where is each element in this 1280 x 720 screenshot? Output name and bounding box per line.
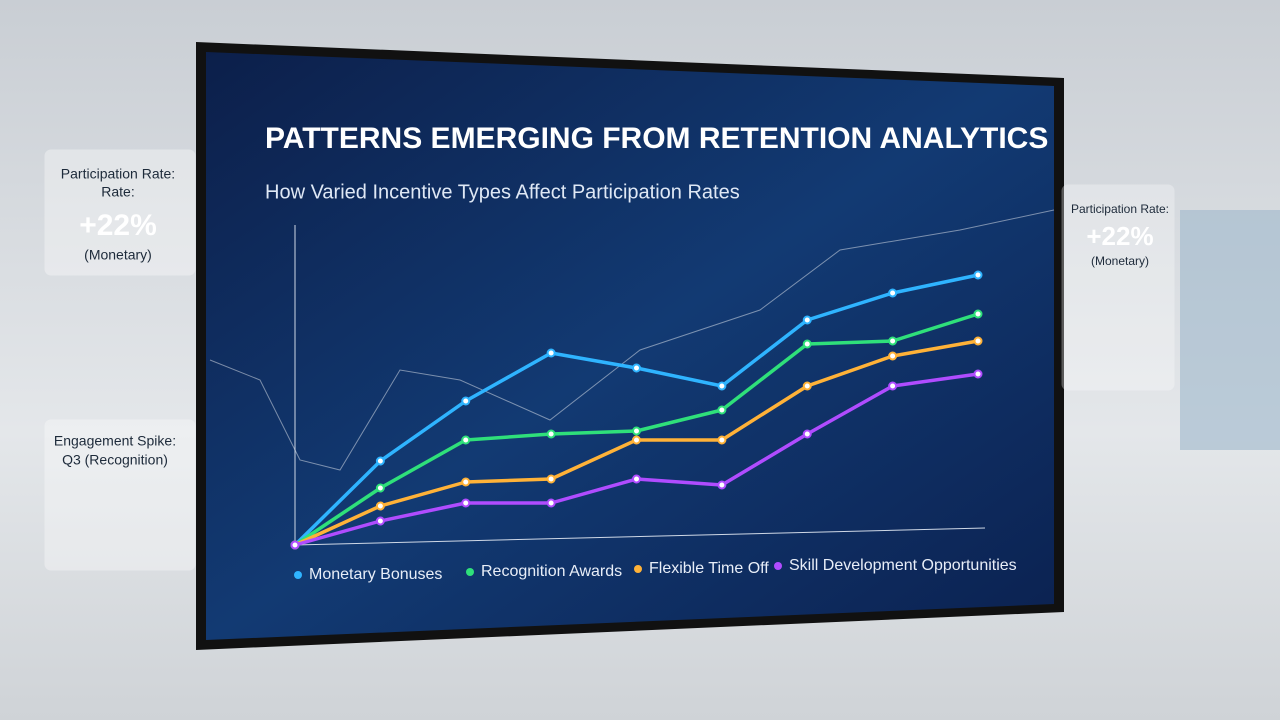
data-point xyxy=(632,363,641,373)
data-point xyxy=(461,498,471,508)
data-point xyxy=(888,288,898,298)
data-point xyxy=(717,435,727,445)
panel xyxy=(1061,184,1175,391)
chart-subtitle: How Varied Incentive Types Affect Partic… xyxy=(265,181,740,203)
legend: Monetary Bonuses Recognition Awards Flexib… xyxy=(294,557,1017,583)
data-point xyxy=(973,369,983,379)
panel-text: Rate: xyxy=(101,184,134,200)
data-point xyxy=(888,351,898,361)
data-point xyxy=(461,477,471,487)
data-point xyxy=(717,480,727,490)
data-point xyxy=(546,474,556,484)
legend-marker xyxy=(466,568,474,576)
data-point xyxy=(461,435,471,445)
panel-text: Engagement Spike: xyxy=(54,433,176,449)
data-point xyxy=(546,348,556,358)
data-point xyxy=(973,270,983,280)
legend-label: Flexible Time Off xyxy=(649,560,769,577)
data-point xyxy=(375,456,385,466)
decor-line xyxy=(209,209,1055,471)
data-point xyxy=(632,474,641,484)
data-point xyxy=(802,381,812,391)
data-point xyxy=(375,483,385,493)
data-point xyxy=(717,381,727,391)
panel xyxy=(44,149,196,276)
data-point xyxy=(973,309,983,319)
data-point xyxy=(973,336,983,346)
panel-text: (Monetary) xyxy=(84,247,152,263)
legend-label: Recognition Awards xyxy=(481,563,622,580)
legend-marker xyxy=(634,565,642,573)
panel-value: +22% xyxy=(1086,221,1153,251)
panel-text: Participation Rate: xyxy=(61,166,175,182)
legend-marker xyxy=(294,571,302,579)
panel-value: +22% xyxy=(79,209,157,242)
data-point xyxy=(802,315,812,325)
data-point xyxy=(888,336,898,346)
data-point xyxy=(632,435,641,445)
data-point xyxy=(375,516,385,526)
legend-marker xyxy=(774,562,782,570)
x-axis xyxy=(294,527,986,546)
panel xyxy=(44,419,196,571)
data-point xyxy=(546,498,556,508)
data-point xyxy=(802,429,812,439)
data-point xyxy=(546,429,556,439)
panel-text: Q3 (Recognition) xyxy=(62,452,168,468)
chart-title: PATTERNS EMERGING FROM RETENTION ANALYTI… xyxy=(265,122,1048,155)
data-point xyxy=(632,426,641,436)
plot xyxy=(290,270,983,550)
data-point xyxy=(290,540,300,550)
data-point xyxy=(802,339,812,349)
panel-text: Participation Rate: xyxy=(1071,202,1169,216)
data-point xyxy=(375,501,385,511)
panel-text: (Monetary) xyxy=(1091,254,1149,268)
screen xyxy=(206,52,1054,640)
data-point xyxy=(888,381,898,391)
data-point xyxy=(461,396,471,406)
window xyxy=(1180,210,1280,450)
legend-label: Skill Development Opportunities xyxy=(789,557,1017,574)
data-point xyxy=(717,405,727,415)
legend-label: Monetary Bonuses xyxy=(309,566,442,583)
